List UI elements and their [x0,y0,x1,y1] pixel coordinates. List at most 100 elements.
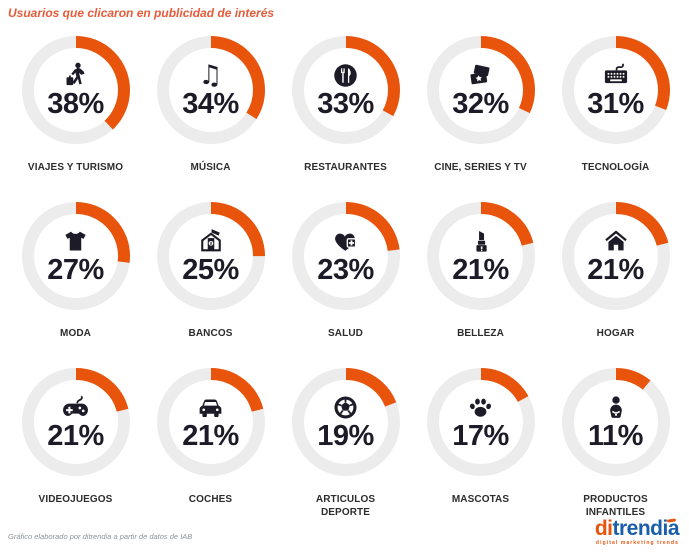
donut-inner: 38% [34,48,118,132]
donut-ring [21,202,130,310]
donut-value: 34% [182,88,239,120]
baby-icon [603,393,629,421]
health-heart-icon [332,227,359,255]
donut-cell: 21% COCHES [143,360,278,526]
page-title: Usuarios que clicaron en publicidad de i… [8,6,275,20]
donut-value: 11% [588,420,643,452]
donut-value: 38% [47,88,104,120]
donut-inner: 23% [304,214,388,298]
donut-inner: 21% [169,380,253,464]
donut-gauge: 23% [291,202,400,310]
donut-ring [21,368,130,476]
donut-cell: 32% CINE, SERIES Y TV [413,28,548,194]
logo-tagline: digital marketing trends [595,540,679,546]
donut-value: 33% [317,88,374,120]
gamepad-icon [61,393,90,421]
donut-cell: 21% BELLEZA [413,194,548,360]
donut-cell: 38% VIAJES Y TURISMO [8,28,143,194]
home-icon [602,227,630,255]
donut-inner: 21% [439,214,523,298]
car-icon [196,393,225,421]
donut-gauge: 11% [561,368,670,476]
music-note-icon: ♫ [198,59,223,91]
donut-cell: 17% MASCOTAS [413,360,548,526]
donut-inner: 19% [304,380,388,464]
donut-ring [561,368,670,476]
keyboard-icon [602,61,630,89]
bank-icon [197,227,225,255]
donut-value: 21% [587,254,644,286]
donut-value: 21% [182,420,239,452]
donut-gauge: 33% [291,36,400,144]
logo-wordmark: ditrendia [594,517,680,540]
tshirt-icon [62,227,89,255]
donut-value: 21% [47,420,104,452]
donut-value: 31% [587,88,644,120]
donut-label: HOGAR [596,328,635,339]
donut-gauge: 21% [156,368,265,476]
donut-label: SALUD [328,328,363,339]
donut-ring [426,36,535,144]
donut-label: ARTICULOS DEPORTE [315,494,376,518]
donut-inner: 25% [169,214,253,298]
donut-label: PRODUCTOS INFANTILES [583,494,648,518]
donut-value: 25% [182,254,239,286]
donut-inner: 17% [439,380,523,464]
donut-value: 27% [47,254,104,286]
ditrendia-logo: ditrendia digital marketing trends [594,517,680,546]
donut-inner: 21% [574,214,658,298]
donut-cell: 27% MODA [8,194,143,360]
donut-ring [426,202,535,310]
donut-label: RESTAURANTES [304,162,387,173]
paw-icon [467,393,494,421]
donut-ring [156,202,265,310]
donut-cell: 23% SALUD [278,194,413,360]
donut-grid: 38% VIAJES Y TURISMO ♫ 34% MÚSICA 33% RESTAURA… [8,28,683,526]
donut-gauge: 19% [291,368,400,476]
donut-label: VIAJES Y TURISMO [27,162,124,173]
donut-inner: ♫ 34% [169,48,253,132]
donut-gauge: 38% [21,36,130,144]
donut-inner: 31% [574,48,658,132]
donut-value: 17% [452,420,509,452]
donut-gauge: 31% [561,36,670,144]
donut-label: VIDEOJUEGOS [38,494,113,505]
donut-label: TECNOLOGÍA [581,162,650,173]
logo-rest: trendia [612,517,679,540]
donut-label: BANCOS [188,328,233,339]
donut-ring [426,368,535,476]
donut-cell: 21% HOGAR [548,194,683,360]
donut-gauge: 21% [561,202,670,310]
donut-cell: 33% RESTAURANTES [278,28,413,194]
donut-gauge: 25% [156,202,265,310]
donut-label: BELLEZA [457,328,504,339]
donut-cell: 25% BANCOS [143,194,278,360]
donut-inner: 32% [439,48,523,132]
donut-label: MÚSICA [190,162,231,173]
donut-cell: 31% TECNOLOGÍA [548,28,683,194]
source-note: Gráfico elaborado por ditrendia a partir… [8,532,193,541]
donut-value: 23% [317,254,374,286]
donut-cell: 11% PRODUCTOS INFANTILES [548,360,683,526]
logo-prefix: di [594,517,613,540]
donut-ring [291,368,400,476]
donut-gauge: 32% [426,36,535,144]
donut-cell: ♫ 34% MÚSICA [143,28,278,194]
donut-inner: 27% [34,214,118,298]
donut-gauge: 21% [21,368,130,476]
cinema-tickets-icon [467,61,494,89]
donut-gauge: 21% [426,202,535,310]
donut-inner: 11% [574,380,658,464]
donut-ring [21,36,130,144]
donut-inner: 33% [304,48,388,132]
donut-label: CINE, SERIES Y TV [434,162,527,173]
donut-gauge: 27% [21,202,130,310]
donut-ring [561,36,670,144]
donut-value: 32% [452,88,509,120]
donut-gauge: 17% [426,368,535,476]
restaurant-icon [332,61,359,89]
donut-label: MODA [60,328,91,339]
donut-ring [156,36,265,144]
donut-ring [291,202,400,310]
donut-gauge: ♫ 34% [156,36,265,144]
